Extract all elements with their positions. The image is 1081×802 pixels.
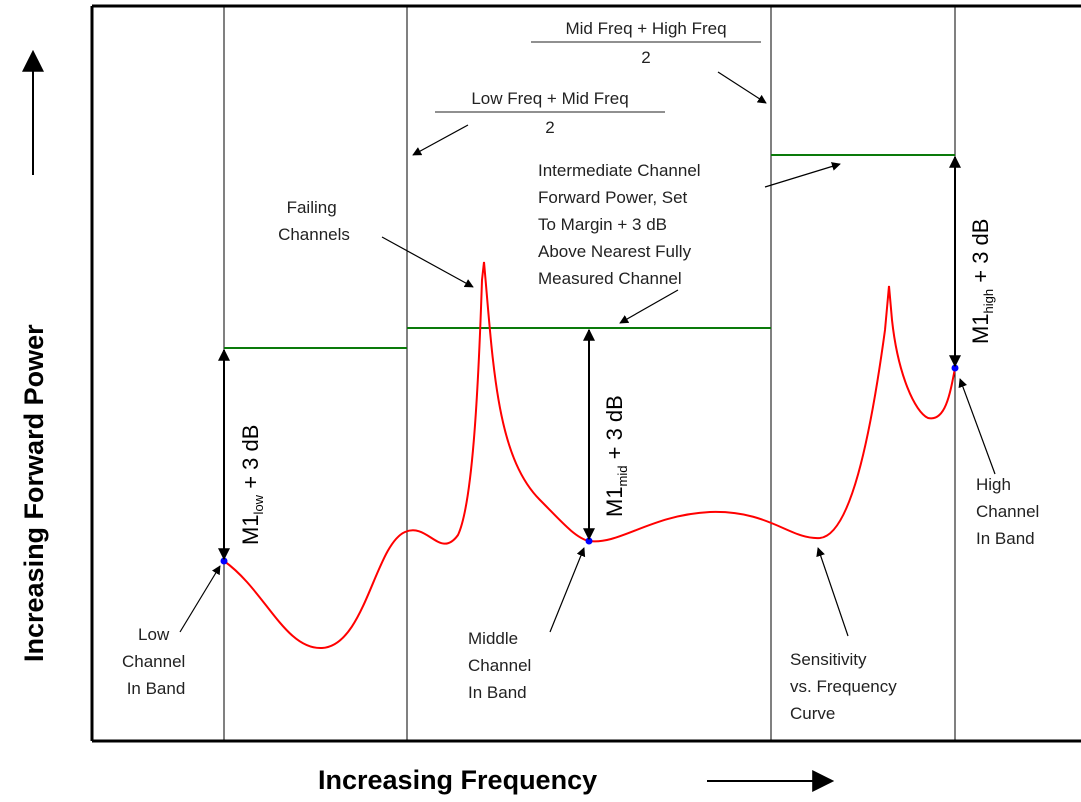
middle-channel-label: Middle Channel In Band: [468, 629, 536, 702]
high-level-pointer: [764, 162, 841, 188]
intermediate-level-pointer: [619, 289, 679, 324]
high-channel-label: High Channel In Band: [976, 475, 1044, 548]
intermediate-channel-label: Intermediate Channel Forward Power, Set …: [538, 161, 705, 288]
mid-margin-label: M1mid + 3 dB: [602, 395, 630, 517]
high-margin-label: M1high + 3 dB: [968, 219, 996, 344]
low-channel-label: Low Channel In Band: [122, 625, 190, 698]
sensitivity-curve-pointer: [816, 547, 849, 637]
sensitivity-curve: [223, 261, 956, 650]
mid-high-formula-numerator: Mid Freq + High Freq: [565, 19, 726, 38]
sensitivity-curve-label: Sensitivity vs. Frequency Curve: [790, 650, 902, 723]
x-axis-title: Increasing Frequency: [318, 765, 597, 795]
low-margin-label: M1low + 3 dB: [238, 425, 266, 545]
low-channel-pointer: [179, 565, 221, 633]
mid-high-formula-denominator: 2: [641, 48, 650, 67]
failing-channels-label: Failing Channels: [278, 198, 350, 244]
middle-channel-pointer: [549, 547, 586, 633]
high-channel-pointer: [958, 378, 996, 475]
mid-high-boundary-pointer: [717, 71, 767, 104]
low-mid-formula-numerator: Low Freq + Mid Freq: [471, 89, 628, 108]
failing-channels-pointer: [381, 236, 474, 288]
low-mid-formula-denominator: 2: [545, 118, 554, 137]
y-axis-title: Increasing Forward Power: [19, 324, 49, 662]
low-mid-boundary-pointer: [412, 124, 469, 156]
